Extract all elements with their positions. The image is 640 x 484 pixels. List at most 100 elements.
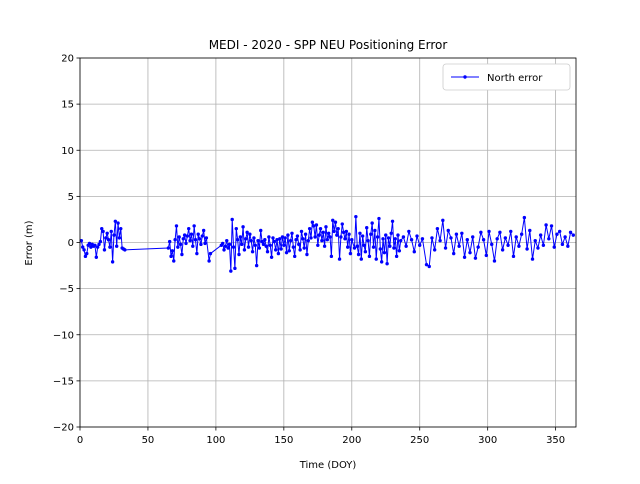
marker (229, 269, 233, 273)
marker (310, 220, 315, 224)
marker (288, 238, 293, 243)
x-tick-label: 100 (206, 435, 225, 446)
marker (388, 244, 392, 248)
marker (371, 245, 376, 249)
marker (114, 244, 119, 248)
marker (290, 231, 294, 235)
marker (182, 233, 187, 237)
marker (415, 234, 419, 238)
marker (199, 242, 203, 247)
x-tick-label: 300 (478, 435, 497, 446)
marker (484, 253, 489, 258)
marker (462, 255, 467, 259)
marker (346, 245, 350, 249)
marker (184, 241, 188, 246)
marker (430, 236, 434, 240)
marker (265, 250, 270, 254)
marker (348, 251, 353, 256)
marker (191, 244, 195, 248)
marker (473, 256, 478, 260)
marker (87, 241, 92, 246)
marker (375, 235, 380, 239)
marker (479, 230, 483, 235)
marker (116, 221, 120, 225)
marker (568, 230, 573, 235)
marker (200, 234, 205, 238)
marker (252, 236, 256, 240)
marker (390, 219, 395, 223)
marker (340, 222, 344, 226)
marker (187, 226, 191, 231)
marker (438, 238, 442, 243)
y-tick-label: 15 (61, 100, 74, 111)
marker (460, 231, 464, 235)
marker (208, 251, 213, 256)
marker (313, 235, 317, 239)
marker (332, 229, 336, 234)
marker (409, 238, 414, 242)
marker (297, 242, 301, 247)
marker (123, 248, 127, 252)
marker (257, 246, 262, 250)
marker (79, 238, 84, 243)
marker (538, 233, 543, 237)
marker (385, 262, 389, 266)
marker (528, 228, 532, 233)
marker (547, 237, 551, 241)
marker (227, 242, 232, 247)
marker (231, 245, 236, 249)
marker (506, 243, 510, 247)
marker (369, 232, 373, 236)
marker (234, 226, 238, 231)
marker (563, 235, 567, 239)
marker (571, 233, 575, 237)
marker (269, 255, 274, 259)
x-axis-label: Time (DOY) (299, 460, 357, 471)
y-tick-label: −10 (53, 330, 74, 341)
marker (533, 238, 537, 243)
marker (196, 232, 200, 236)
marker (233, 266, 237, 271)
marker (263, 238, 267, 242)
marker (378, 247, 383, 251)
marker (446, 228, 450, 233)
marker (401, 235, 406, 239)
marker (316, 243, 320, 247)
marker (381, 237, 385, 241)
marker (424, 262, 429, 267)
marker (328, 235, 332, 239)
marker (303, 232, 308, 236)
marker (519, 232, 524, 236)
marker (112, 233, 116, 237)
marker (432, 248, 437, 252)
marker (454, 232, 459, 236)
marker (377, 216, 381, 221)
marker (382, 250, 387, 255)
marker (173, 238, 177, 242)
marker (560, 242, 565, 247)
marker (279, 247, 283, 251)
marker (284, 250, 289, 255)
marker (322, 244, 327, 248)
marker (476, 245, 480, 249)
marker (82, 248, 86, 252)
y-tick-label: −15 (53, 376, 74, 387)
marker (89, 245, 93, 249)
marker (490, 242, 494, 247)
marker (339, 235, 343, 239)
marker (271, 236, 275, 240)
marker (487, 229, 491, 234)
marker (329, 254, 334, 259)
marker (320, 238, 324, 243)
marker (326, 231, 331, 235)
marker (471, 235, 475, 239)
marker (268, 243, 272, 247)
marker (549, 224, 554, 228)
y-axis-label: Error (m) (24, 220, 35, 265)
marker (192, 224, 196, 228)
marker (113, 219, 118, 223)
y-tick-label: 5 (68, 192, 74, 203)
marker (358, 231, 362, 235)
marker (374, 257, 378, 261)
marker (287, 249, 291, 253)
